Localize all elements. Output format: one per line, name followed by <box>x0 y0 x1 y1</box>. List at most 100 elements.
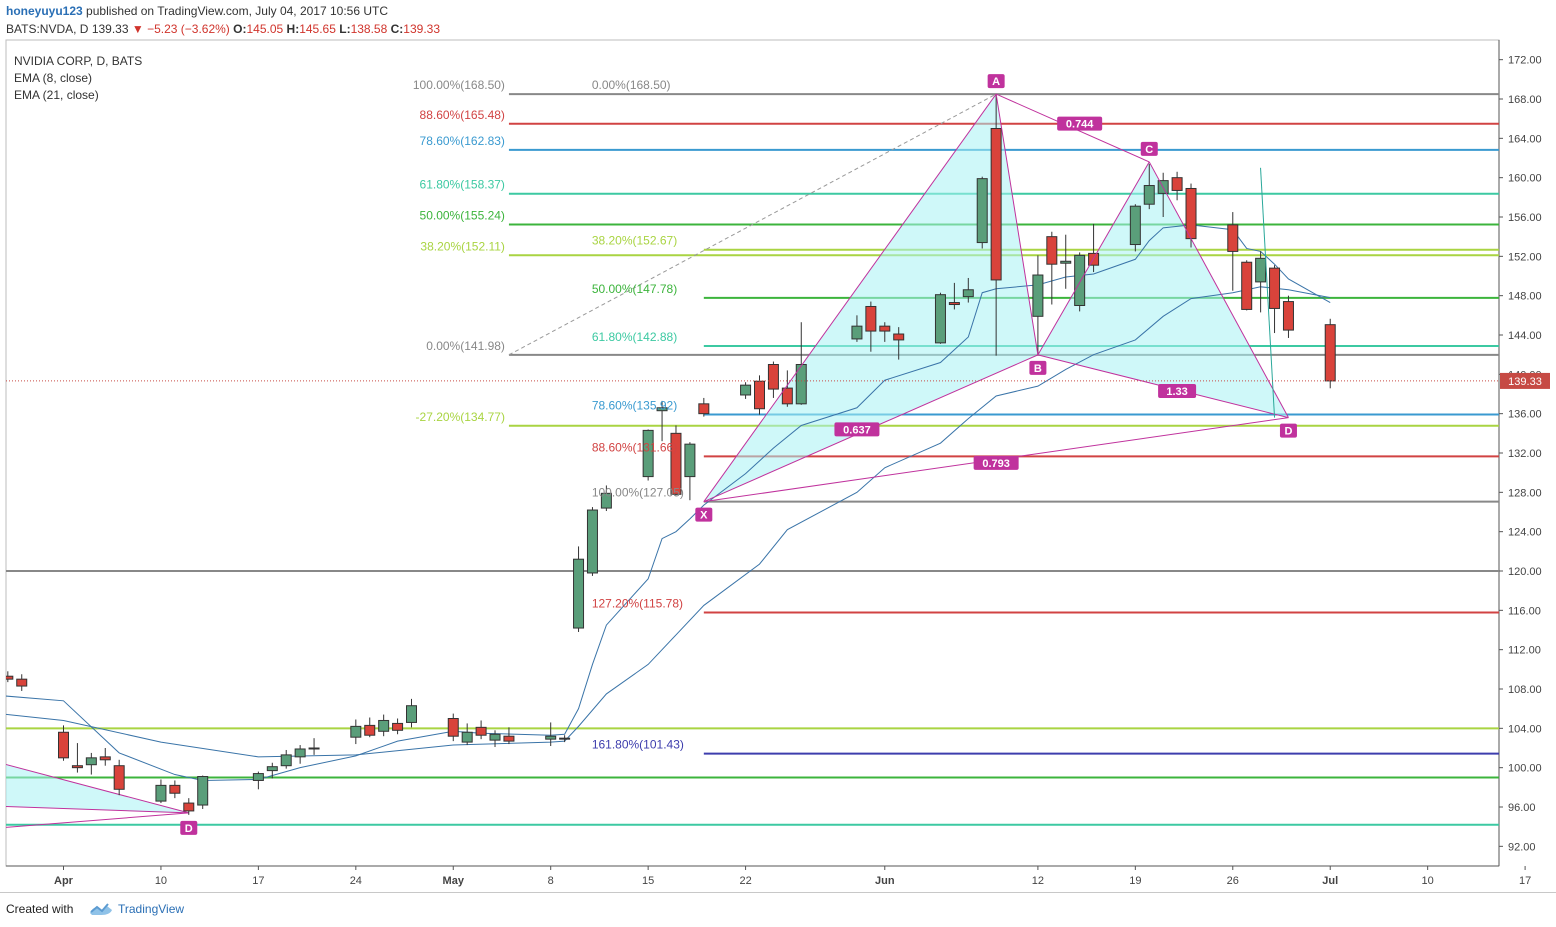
candle <box>656 400 668 442</box>
candle-body-down <box>698 403 710 415</box>
time-tick-label: Apr <box>54 875 74 887</box>
candle-body-up <box>962 289 974 298</box>
candle <box>113 759 125 796</box>
candle-body-up <box>1129 205 1141 246</box>
pattern-point-a: A <box>987 74 1005 89</box>
high-value: 145.65 <box>299 22 336 36</box>
price-tick-label: 172.00 <box>1508 55 1542 67</box>
candle-body-up <box>1032 274 1044 317</box>
candle-body-up <box>197 776 209 806</box>
candle-body-down <box>183 802 195 812</box>
pattern-ratio-badge: 0.793 <box>973 455 1019 470</box>
fib-level-label: 61.80%(158.37) <box>420 178 505 192</box>
candle <box>85 752 97 775</box>
pattern-point-d-bg <box>1279 423 1297 438</box>
candle-body-up <box>155 784 167 802</box>
candle <box>1255 251 1267 313</box>
candle-body-down <box>948 302 960 306</box>
candle <box>155 779 167 804</box>
publish-info: published on TradingView.com, July 04, 2… <box>86 4 389 18</box>
candle <box>378 714 390 737</box>
candle-body-down <box>475 726 487 736</box>
axes-group: 172.00 168.00 164.00 160.00 156.00 152.00 148.… <box>5 39 1542 887</box>
fib-level-label: 50.00%(147.78) <box>592 282 677 296</box>
candle <box>600 485 612 512</box>
price-tick-label: 132.00 <box>1508 448 1542 460</box>
pattern-point-c-text: C <box>1145 144 1153 156</box>
candle-body-down <box>1227 224 1239 252</box>
fib-trend-line <box>508 93 997 356</box>
candle <box>767 361 779 398</box>
candle <box>573 546 585 632</box>
candle <box>1241 260 1253 311</box>
pattern-point-d-text: D <box>1284 426 1292 438</box>
legend-ema8[interactable]: EMA (8, close) <box>14 71 93 85</box>
projection-line <box>1260 167 1276 418</box>
candle-body-down <box>559 737 571 740</box>
pattern-point-a-bg <box>987 74 1005 89</box>
candle <box>252 771 264 790</box>
time-tick-label: 8 <box>548 875 554 887</box>
candle-body-up <box>586 509 598 574</box>
candle-body-down <box>1324 324 1336 382</box>
candle-body-up <box>266 766 278 772</box>
price-chart[interactable]: 172.00 168.00 164.00 160.00 156.00 152.00 148.… <box>0 0 1556 892</box>
candle <box>684 442 696 501</box>
fib-level-label: 100.00%(168.50) <box>413 78 505 92</box>
pattern-edge-xa <box>703 93 997 502</box>
pattern-point-x-text: X <box>700 510 708 522</box>
author-link[interactable]: honeyuyu123 <box>6 4 83 18</box>
candle-body-down <box>364 724 376 736</box>
candle <box>740 382 752 399</box>
candle-body-up <box>740 384 752 396</box>
price-tick-label: 136.00 <box>1508 409 1542 421</box>
high-label: H: <box>286 22 300 36</box>
candle-body-up <box>600 492 612 509</box>
pattern-point-x-bg <box>695 507 713 522</box>
candle <box>879 322 891 342</box>
candle-body-down <box>503 735 515 742</box>
pattern-point-a-text: A <box>992 76 1000 88</box>
earlier-pattern-point-d-text: D <box>185 823 193 835</box>
price-tick-label: 124.00 <box>1508 527 1542 539</box>
candle <box>266 762 278 779</box>
candle-body-up <box>252 773 264 781</box>
fib-level-label: 161.80%(101.43) <box>592 738 684 752</box>
publish-line: honeyuyu123 published on TradingView.com… <box>6 4 388 18</box>
candle <box>1269 265 1281 334</box>
candle <box>350 719 362 745</box>
candle <box>406 698 417 728</box>
candle <box>976 176 988 249</box>
price-tick-label: 148.00 <box>1508 291 1542 303</box>
candle <box>962 277 974 303</box>
candle-body-down <box>865 305 877 332</box>
price-tick-label: 100.00 <box>1508 763 1542 775</box>
candle-body-down <box>113 765 125 790</box>
candle-body-up <box>280 754 292 767</box>
candle <box>934 292 946 344</box>
symbol-label: BATS:NVDA, D <box>6 22 89 36</box>
plot-area: 100.00%(168.50) 0.00%(168.50) 88.60%(165.4… <box>6 78 1499 828</box>
time-tick-label: 12 <box>1032 875 1044 887</box>
candle-body-down <box>1269 267 1281 309</box>
last-price-badge-text: 139.33 <box>1508 376 1542 388</box>
pattern-ratio-badge: 0.744 <box>1057 116 1103 131</box>
candle <box>1032 255 1044 355</box>
price-tick-label: 112.00 <box>1508 645 1541 657</box>
candle <box>308 738 320 755</box>
candle-body-up <box>406 705 417 723</box>
legend-ema21[interactable]: EMA (21, close) <box>14 88 99 102</box>
fib-level-label: 88.60%(165.48) <box>420 108 505 122</box>
tradingview-logo-icon[interactable] <box>88 901 114 917</box>
tradingview-brand[interactable]: TradingView <box>118 902 185 916</box>
fib-level-label: 38.20%(152.67) <box>592 234 677 248</box>
candle-body-down <box>169 784 181 794</box>
pattern-ratio-badge-bg <box>834 422 880 437</box>
fib-level-label: 0.00%(141.98) <box>426 339 505 353</box>
candle-body-down <box>767 364 779 390</box>
candle <box>16 674 28 691</box>
chart-header: honeyuyu123 published on TradingView.com… <box>0 0 1556 40</box>
fib-level-label: 61.80%(142.88) <box>592 330 677 344</box>
time-tick-label: 26 <box>1227 875 1239 887</box>
candle-body-down <box>1241 261 1253 310</box>
